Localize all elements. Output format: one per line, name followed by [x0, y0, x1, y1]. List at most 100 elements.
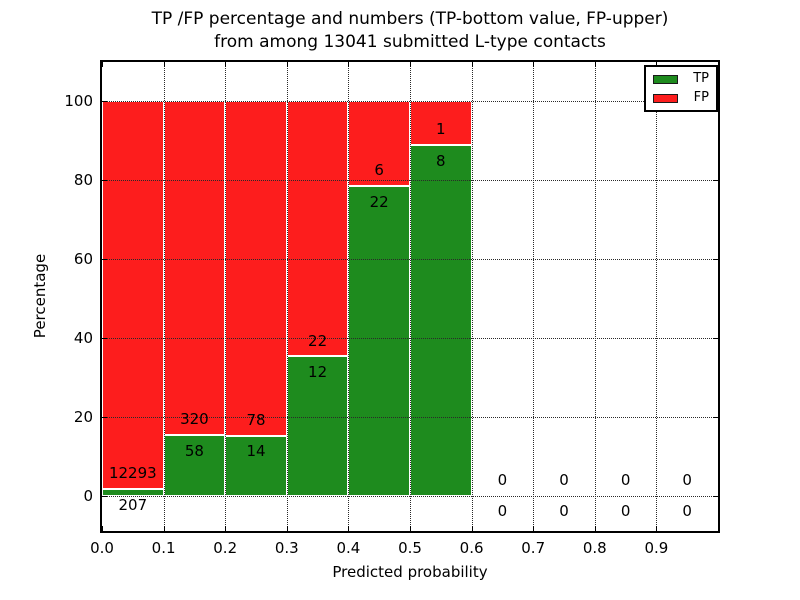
y-tick-right [713, 337, 718, 339]
y-tick-right [713, 416, 718, 418]
fp-legend-swatch [653, 93, 678, 103]
fp-count-label: 78 [246, 410, 266, 429]
x-tick-top [718, 62, 719, 67]
gridline-vertical [410, 62, 411, 531]
gridline-vertical [286, 62, 288, 531]
y-tick-label: 0 [83, 486, 93, 505]
y-tick-left [102, 495, 107, 497]
tp-count-label: 8 [436, 152, 446, 171]
x-tick-top [286, 62, 288, 67]
legend-item-fp: FP [653, 91, 709, 105]
x-tick-label: 0.9 [644, 539, 669, 557]
x-tick-bottom [656, 526, 658, 531]
y-tick-label: 40 [73, 328, 93, 347]
bar-segment-fp [225, 101, 287, 436]
legend-item-tp: TP [653, 72, 709, 86]
gridline-vertical [594, 62, 596, 531]
x-tick-label: 0.3 [274, 539, 299, 557]
x-tick-top [533, 62, 535, 67]
legend-label-fp: FP [693, 90, 709, 105]
y-tick-left [102, 259, 107, 261]
tp-legend-swatch [653, 74, 678, 84]
fp-count-label: 22 [308, 331, 328, 350]
chart-title-line-1: TP /FP percentage and numbers (TP-bottom… [151, 9, 669, 29]
x-tick-top [225, 62, 227, 67]
fp-count-label: 12293 [108, 464, 157, 483]
y-tick-left [102, 416, 107, 418]
y-tick-label: 20 [73, 407, 93, 426]
legend-label-tp: TP [693, 71, 709, 86]
bar-segment-tp [410, 145, 472, 496]
fp-count-label: 6 [374, 160, 384, 179]
y-tick-left [102, 101, 107, 103]
fp-count-label: 0 [620, 470, 631, 489]
tp-count-label: 0 [620, 502, 631, 521]
x-tick-top [471, 62, 473, 67]
tp-count-label: 0 [497, 502, 508, 521]
x-tick-bottom [102, 526, 103, 531]
x-tick-label: 0.0 [90, 539, 114, 557]
x-tick-label: 0.4 [336, 539, 361, 557]
tp-count-label: 12 [308, 363, 328, 382]
tp-count-label: 207 [118, 495, 148, 514]
fp-count-label: 0 [497, 470, 508, 489]
tp-count-label: 22 [369, 192, 389, 211]
tp-count-label: 0 [559, 502, 569, 521]
chart-title: TP /FP percentage and numbers (TP-bottom… [100, 8, 720, 54]
x-axis-label: Predicted probability [332, 563, 488, 581]
x-tick-label: 0.5 [398, 539, 422, 557]
tp-count-label: 0 [682, 502, 692, 521]
x-tick-bottom [533, 526, 535, 531]
x-tick-top [163, 62, 165, 67]
x-tick-bottom [718, 526, 719, 531]
gridline-vertical [225, 62, 227, 531]
bar-segment-fp [286, 101, 349, 357]
fp-count-label: 320 [180, 410, 209, 429]
gridline-vertical [533, 62, 535, 531]
x-tick-label: 0.1 [151, 539, 176, 557]
x-tick-bottom [410, 526, 411, 531]
x-tick-label: 0.2 [213, 539, 238, 557]
plot-area: 0 20 40 60 80 100 0.0 0.1 0.2 0.3 0.4 0.5 0.6 0.7 0.8 0… [64, 60, 720, 557]
x-tick-bottom [163, 526, 165, 531]
gridline-vertical [471, 62, 473, 531]
y-tick-right [713, 495, 718, 497]
y-tick-label: 100 [64, 92, 93, 111]
x-tick-top [348, 62, 350, 67]
x-tick-bottom [225, 526, 227, 531]
bar-segment-fp [163, 101, 226, 436]
bar-segment-tp [102, 489, 164, 496]
legend: TP FP [644, 65, 718, 112]
bar-segment-tp [348, 185, 410, 496]
fp-count-label: 0 [682, 470, 692, 489]
y-tick-left [102, 180, 107, 182]
x-tick-top [102, 62, 103, 67]
fp-count-label: 1 [436, 120, 446, 139]
tp-count-label: 58 [184, 441, 204, 460]
tp-count-label: 14 [246, 442, 266, 461]
gridline-vertical [348, 62, 350, 531]
bar-segment-tp [286, 356, 349, 496]
y-tick-label: 60 [73, 250, 93, 269]
x-tick-top [410, 62, 411, 67]
x-tick-bottom [348, 526, 350, 531]
y-tick-label: 80 [73, 171, 93, 190]
x-tick-label: 0.6 [459, 539, 484, 557]
x-tick-label: 0.7 [521, 539, 546, 557]
bar-segment-fp [102, 101, 164, 489]
y-tick-right [713, 259, 718, 261]
gridline-vertical [163, 62, 165, 531]
y-tick-left [102, 337, 107, 339]
bar-segment-fp [348, 101, 410, 186]
chart-title-line-2: from among 13041 submitted L-type contac… [214, 32, 606, 52]
x-tick-bottom [471, 526, 473, 531]
y-axis-label: Percentage [31, 253, 49, 339]
x-tick-top [594, 62, 596, 67]
y-tick-right [713, 180, 718, 182]
x-tick-top [656, 62, 658, 67]
fp-count-label: 0 [559, 470, 569, 489]
x-tick-bottom [594, 526, 596, 531]
gridline-vertical [656, 62, 658, 531]
x-tick-bottom [286, 526, 288, 531]
